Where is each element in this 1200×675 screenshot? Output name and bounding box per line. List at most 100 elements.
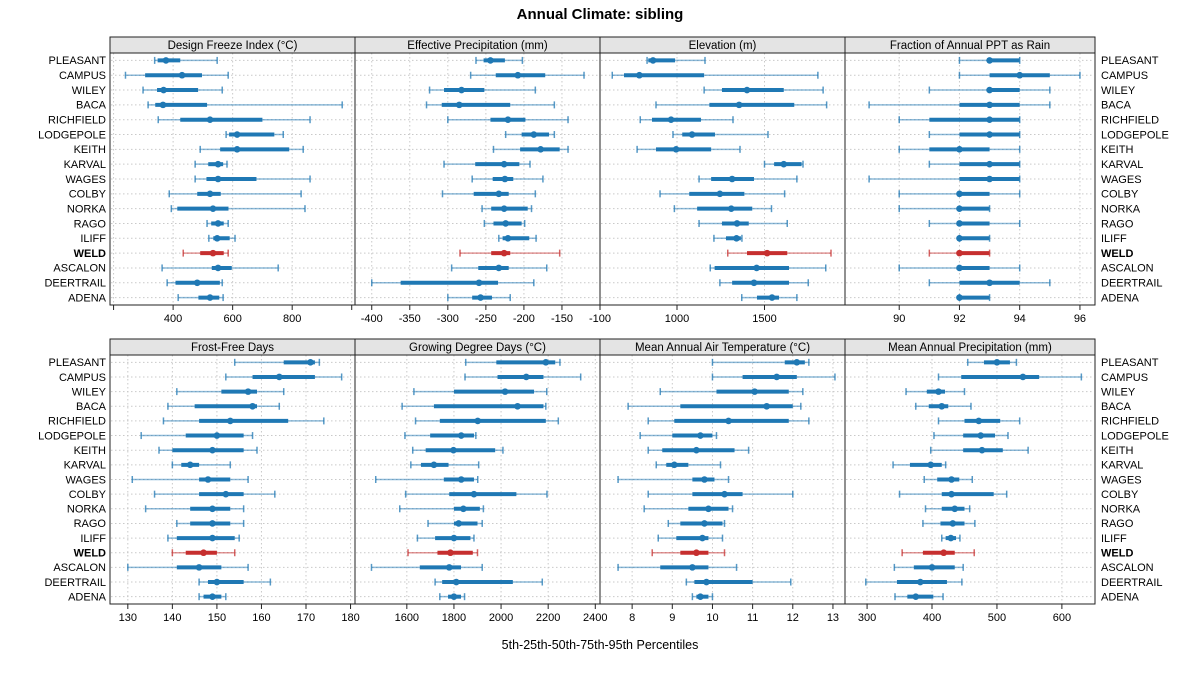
median-dot: [475, 279, 483, 287]
panel-strip-title: Design Freeze Index (°C): [168, 40, 298, 52]
median-dot: [500, 249, 508, 257]
station-label-right: WELD: [1101, 548, 1133, 560]
median-dot: [209, 520, 216, 527]
x-tick-label: 9: [669, 612, 675, 624]
x-tick-label: 13: [827, 612, 839, 624]
station-label-right: LODGEPOLE: [1101, 129, 1169, 141]
median-dot: [697, 593, 704, 600]
station-label-right: CAMPUS: [1101, 70, 1148, 82]
median-dot: [209, 505, 216, 513]
median-dot: [206, 116, 214, 124]
x-tick-label: -300: [437, 313, 459, 325]
median-dot: [733, 220, 741, 227]
station-label-right: CAMPUS: [1101, 372, 1148, 384]
median-dot: [450, 446, 457, 454]
station-label-left: ASCALON: [53, 562, 106, 574]
station-label-left: KEITH: [74, 144, 106, 156]
median-dot: [753, 264, 760, 272]
median-dot: [689, 564, 696, 571]
median-dot: [500, 160, 508, 168]
station-label-right: WILEY: [1101, 85, 1136, 97]
median-dot: [233, 146, 241, 153]
median-dot: [751, 388, 758, 395]
station-label-left: ADENA: [68, 292, 107, 304]
median-dot: [986, 57, 993, 64]
median-dot: [649, 57, 657, 64]
median-dot: [938, 402, 946, 410]
x-tick-label: 800: [283, 313, 301, 325]
station-label-right: PLEASANT: [1101, 357, 1159, 369]
median-dot: [206, 190, 214, 198]
median-dot: [727, 205, 735, 212]
median-dot: [743, 86, 751, 94]
station-label-right: NORKA: [1101, 504, 1141, 516]
median-dot: [793, 359, 801, 366]
station-label-right: KARVAL: [1101, 159, 1143, 171]
median-dot: [947, 534, 955, 542]
median-dot: [450, 593, 458, 600]
median-dot: [502, 220, 509, 227]
station-label-right: DEERTRAIL: [1101, 278, 1163, 290]
x-tick-label: -350: [399, 313, 421, 325]
median-dot: [209, 593, 216, 600]
station-label-left: LODGEPOLE: [38, 129, 106, 141]
median-dot: [935, 388, 942, 395]
median-dot: [477, 294, 484, 301]
median-dot: [213, 432, 221, 439]
station-label-left: RAGO: [74, 218, 107, 230]
station-label-left: WILEY: [72, 386, 107, 398]
median-dot: [956, 294, 963, 301]
median-dot: [193, 279, 201, 287]
station-label-left: WAGES: [65, 474, 106, 486]
median-dot: [975, 417, 983, 425]
median-dot: [986, 175, 993, 183]
x-tick-label: -400: [361, 313, 383, 325]
x-tick-label: 600: [223, 313, 241, 325]
median-dot: [214, 220, 222, 227]
station-label-right: WAGES: [1101, 474, 1142, 486]
median-dot: [159, 101, 167, 109]
panel-strip-title: Mean Annual Precipitation (mm): [888, 342, 1052, 354]
x-tick-label: 94: [1014, 313, 1026, 325]
x-tick-label: 1800: [442, 612, 466, 624]
median-dot: [956, 264, 963, 272]
station-label-right: ADENA: [1101, 292, 1140, 304]
median-dot: [703, 578, 710, 586]
median-dot: [768, 294, 776, 301]
median-dot: [986, 86, 993, 94]
station-label-left: ILIFF: [80, 233, 106, 245]
median-dot: [209, 205, 217, 212]
median-dot: [986, 131, 993, 138]
x-tick-label: 1500: [752, 313, 776, 325]
x-tick-label: 130: [119, 612, 137, 624]
median-dot: [697, 432, 704, 439]
station-label-left: WAGES: [65, 174, 106, 186]
station-label-right: ILIFF: [1101, 233, 1127, 245]
median-dot: [773, 373, 781, 381]
median-dot: [701, 520, 708, 527]
median-dot: [514, 71, 522, 79]
station-label-left: LODGEPOLE: [38, 430, 106, 442]
station-label-left: PLEASANT: [49, 55, 107, 67]
x-tick-label: 2400: [583, 612, 607, 624]
x-tick-label: 500: [988, 612, 1006, 624]
station-label-left: ADENA: [68, 591, 107, 603]
median-dot: [537, 146, 544, 153]
median-dot: [986, 116, 993, 124]
median-dot: [636, 71, 643, 79]
station-label-right: RAGO: [1101, 218, 1134, 230]
x-tick-label: -250: [475, 313, 497, 325]
station-label-right: WELD: [1101, 248, 1133, 260]
median-dot: [200, 549, 207, 557]
median-dot: [195, 564, 203, 571]
x-tick-label: 160: [252, 612, 270, 624]
median-dot: [209, 446, 216, 454]
station-label-right: KARVAL: [1101, 460, 1143, 472]
station-label-left: RICHFIELD: [48, 115, 106, 127]
station-label-right: RICHFIELD: [1101, 416, 1159, 428]
median-dot: [244, 388, 252, 395]
median-dot: [928, 564, 936, 571]
median-dot: [162, 57, 170, 64]
median-dot: [457, 476, 465, 483]
x-tick-label: 90: [893, 313, 905, 325]
